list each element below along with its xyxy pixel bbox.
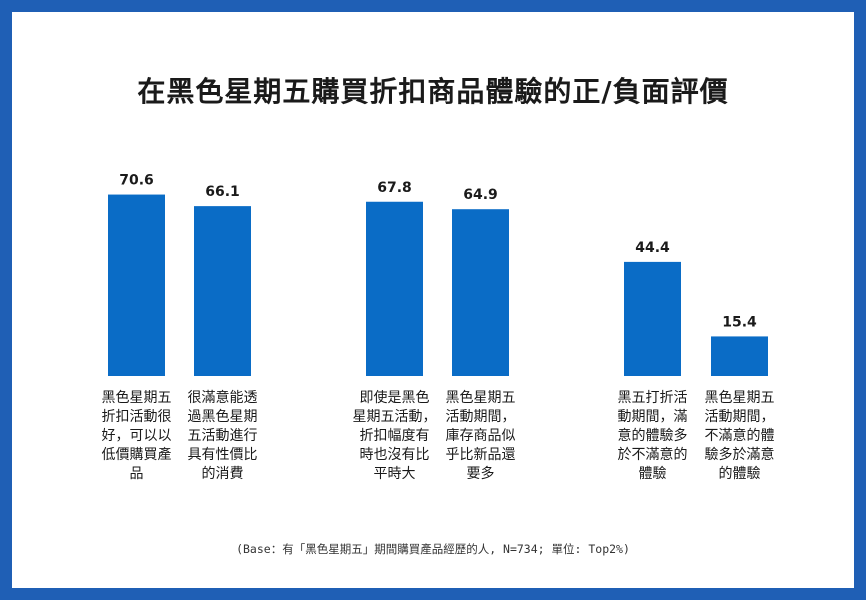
value-label-1: 70.6 — [119, 173, 154, 189]
value-label-4: 64.9 — [463, 187, 498, 203]
value-label-5: 44.4 — [635, 240, 670, 256]
category-label-5: 黑五打折活 動期間，滿 意的體驗多 於不滿意的 體驗 — [617, 390, 688, 482]
bar-5 — [624, 261, 681, 376]
chart-title: 在黑色星期五購買折扣商品體驗的正/負面評價 — [137, 75, 729, 108]
bar-1 — [108, 194, 165, 376]
category-label-4: 黑色星期五 活動期間， 庫存商品似 乎比新品還 要多 — [445, 390, 516, 482]
bar-2 — [194, 206, 251, 376]
category-label-2: 很滿意能透 過黑色星期 五活動進行 具有性價比 的消費 — [187, 390, 258, 482]
bar-3 — [366, 201, 423, 376]
value-label-6: 15.4 — [722, 314, 757, 330]
footnote: (Base：有「黑色星期五」期間購買產品經歷的人, N=734; 單位: Top… — [236, 542, 630, 556]
category-label-6: 黑色星期五 活動期間， 不滿意的體 驗多於滿意 的體驗 — [704, 390, 775, 482]
value-label-2: 66.1 — [205, 184, 240, 200]
value-label-3: 67.8 — [377, 180, 412, 196]
bar-6 — [711, 336, 768, 376]
category-label-1: 黑色星期五 折扣活動很 好，可以以 低價購買產 品 — [101, 390, 172, 482]
bar-4 — [452, 209, 509, 376]
category-label-3: 即使是黑色 星期五活動， 折扣幅度有 時也沒有比 平時大 — [352, 390, 437, 482]
